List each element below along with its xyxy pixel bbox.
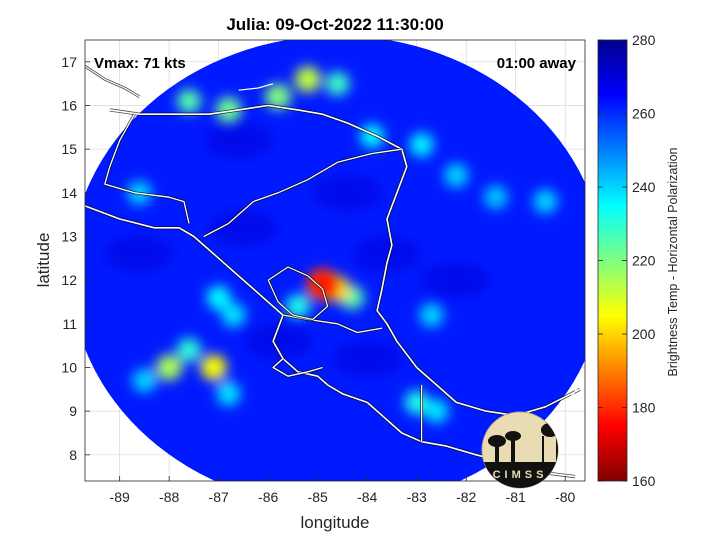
y-tick-label: 9 — [69, 403, 77, 419]
brightness-feature — [176, 338, 201, 363]
brightness-feature — [132, 368, 157, 393]
x-axis-ticks: -89 -88 -87 -86 -85 -84 -83 -82 -81 -80 — [110, 476, 576, 505]
x-tick-label: -81 — [506, 489, 526, 505]
y-tick-label: 14 — [61, 185, 77, 201]
plot-frame — [84, 39, 586, 482]
x-axis-label: longitude — [300, 513, 369, 532]
x-tick-label: -85 — [308, 489, 328, 505]
storm-core — [313, 275, 332, 294]
belize-coastline — [85, 65, 140, 98]
x-tick-label: -88 — [159, 489, 179, 505]
brightness-feature — [360, 124, 385, 149]
y-tick-label: 15 — [61, 141, 77, 157]
cimss-logo: CIMSS — [481, 411, 559, 489]
brightness-feature — [424, 399, 449, 424]
y-tick-label: 17 — [61, 54, 77, 70]
x-tick-label: -80 — [555, 489, 575, 505]
y-tick-label: 16 — [61, 97, 77, 113]
plot-area: -89 -88 -87 -86 -85 -84 -83 -82 -81 -80 8 9 10 11 12 1… — [61, 39, 586, 505]
colorbar-tick-label: 280 — [632, 32, 656, 48]
brightness-feature — [294, 66, 321, 93]
vmax-annotation: Vmax: 71 kts — [94, 55, 186, 72]
y-tick-label: 11 — [62, 316, 77, 332]
brightness-feature — [444, 163, 469, 188]
x-tick-label: -82 — [456, 489, 476, 505]
colorbar: 160 180 200 220 240 260 280 Brightness Temp - … — [597, 32, 680, 489]
y-tick-label: 12 — [61, 272, 77, 288]
texture-streak — [422, 262, 491, 299]
brightness-feature — [285, 294, 310, 319]
y-axis-label: latitude — [34, 233, 53, 288]
coastline — [85, 65, 581, 479]
caribbean-coastline — [109, 104, 581, 417]
brightness-feature — [200, 354, 227, 381]
lake-nicaragua — [267, 266, 329, 320]
colorbar-tick-label: 220 — [632, 253, 656, 269]
brightness-feature — [206, 285, 231, 310]
x-tick-label: -87 — [209, 489, 229, 505]
colorbar-tick-label: 180 — [632, 400, 656, 416]
texture-streak — [352, 235, 421, 272]
colorbar-tick-label: 260 — [632, 106, 656, 122]
y-tick-label: 13 — [61, 228, 77, 244]
colorbar-ticks: 160 180 200 220 240 260 280 — [598, 32, 656, 489]
brightness-feature — [221, 303, 246, 328]
brightness-feature — [483, 185, 508, 210]
pacific-coastline — [85, 205, 576, 478]
microwave-swath — [85, 40, 585, 481]
texture-streak — [204, 122, 273, 159]
chart-title: Julia: 09-Oct-2022 11:30:00 — [226, 15, 443, 34]
brightness-feature — [533, 189, 558, 214]
brightness-feature — [265, 83, 292, 110]
time-away-annotation: 01:00 away — [497, 55, 577, 72]
honduras-western-border — [104, 113, 190, 224]
brightness-feature — [216, 381, 241, 406]
texture-streak — [313, 174, 382, 211]
x-tick-label: -89 — [110, 489, 130, 505]
brightness-feature — [404, 390, 429, 415]
x-tick-label: -83 — [407, 489, 427, 505]
colorbar-tick-label: 200 — [632, 326, 656, 342]
texture-streak — [209, 209, 278, 246]
nicoya-peninsula — [272, 358, 323, 377]
colorbar-tick-label: 160 — [632, 473, 656, 489]
swath-background — [85, 40, 585, 481]
texture-streak — [333, 340, 402, 377]
x-tick-label: -86 — [258, 489, 278, 505]
colorbar-tick-label: 240 — [632, 179, 656, 195]
x-tick-label: -84 — [357, 489, 377, 505]
brightness-feature — [156, 354, 183, 381]
swath-texture — [105, 122, 491, 377]
texture-streak — [105, 235, 174, 272]
texture-streak — [244, 323, 313, 360]
brightness-feature — [409, 132, 434, 157]
colorbar-label: Brightness Temp - Horizontal Polarizatio… — [666, 147, 680, 376]
brightness-feature — [325, 71, 350, 96]
swath-disc — [85, 40, 585, 481]
panama-coast-east — [569, 384, 581, 399]
brightness-feature — [176, 89, 201, 114]
brightness-feature — [419, 303, 444, 328]
y-tick-label: 10 — [61, 359, 77, 375]
y-axis-ticks: 8 9 10 11 12 13 14 15 16 17 — [61, 54, 90, 463]
honduras-nicaragua-border — [203, 148, 402, 238]
bay-islands — [238, 83, 274, 91]
logo-text: CIMSS — [493, 469, 548, 481]
y-tick-label: 8 — [69, 447, 77, 463]
